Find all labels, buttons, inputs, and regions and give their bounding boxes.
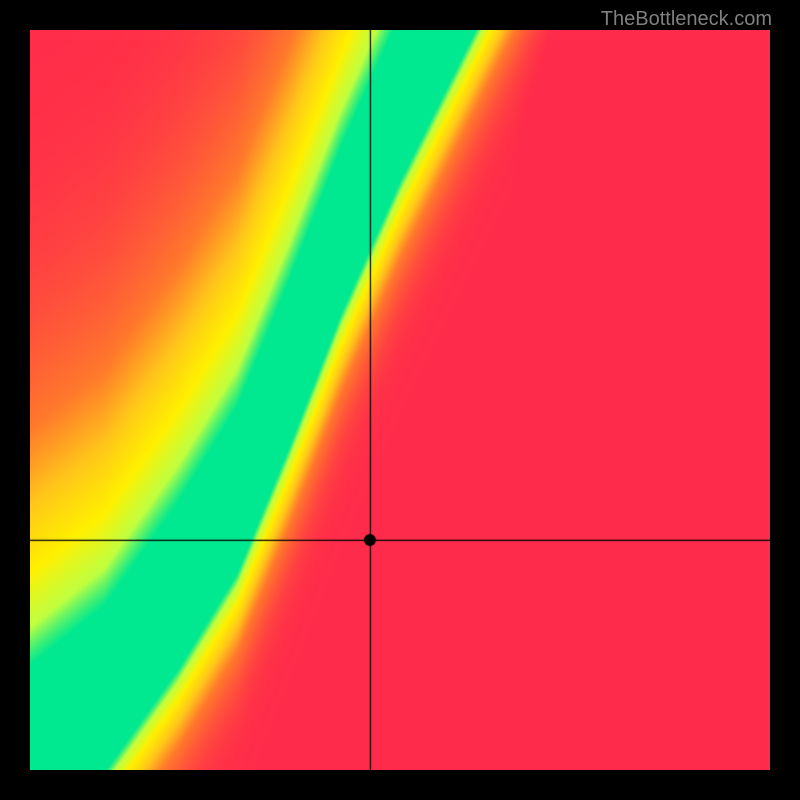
bottleneck-heatmap xyxy=(30,30,770,770)
watermark-text: TheBottleneck.com xyxy=(601,8,772,31)
